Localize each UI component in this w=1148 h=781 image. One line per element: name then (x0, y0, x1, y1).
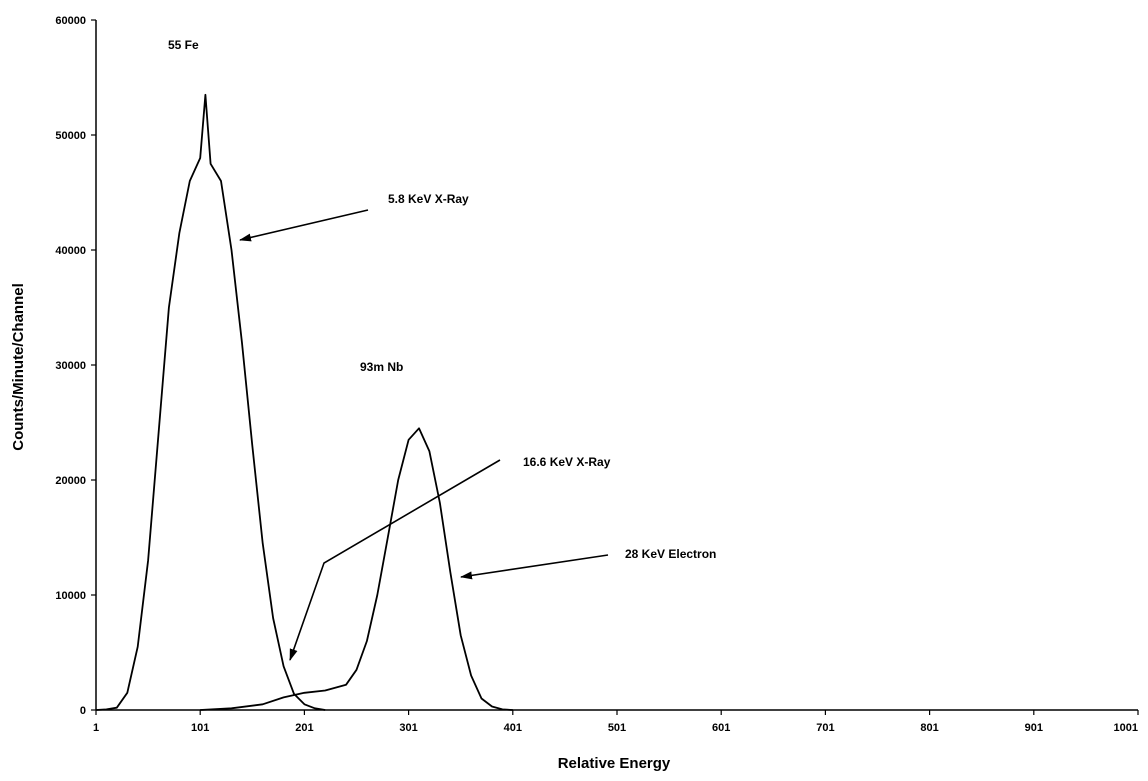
y-tick-label: 20000 (55, 475, 86, 487)
x-ticks: 1 101 201 301 401 501 601 701 801 901 1001 (93, 710, 1138, 734)
y-tick-label: 60000 (55, 15, 86, 27)
x-tick-label: 201 (295, 722, 313, 734)
x-tick-label: 101 (191, 722, 209, 734)
x-tick-label: 1 (93, 722, 99, 734)
x-tick-label: 901 (1025, 722, 1043, 734)
y-tick-label: 30000 (55, 360, 86, 372)
fe55-peak-line (96, 95, 325, 710)
x-tick-label: 701 (816, 722, 834, 734)
annotation-166kev-xray: 16.6 KeV X-Ray (523, 455, 611, 469)
x-tick-label: 801 (920, 722, 938, 734)
arrow-58kev (240, 210, 368, 240)
annotation-28kev-electron: 28 KeV Electron (625, 547, 716, 561)
y-ticks: 0 10000 20000 30000 40000 50000 60000 (55, 15, 96, 717)
annotation-nb93m: 93m Nb (360, 360, 403, 374)
nb93m-peak-line (200, 428, 513, 710)
annotation-fe55: 55 Fe (168, 38, 199, 52)
annotation-58kev-xray: 5.8 KeV X-Ray (388, 192, 469, 206)
y-tick-label: 0 (80, 705, 86, 717)
x-axis-title: Relative Energy (558, 755, 671, 772)
x-tick-label: 601 (712, 722, 730, 734)
x-tick-label: 401 (504, 722, 522, 734)
y-tick-label: 10000 (55, 590, 86, 602)
x-tick-label: 301 (399, 722, 417, 734)
annotations: 55 Fe 5.8 KeV X-Ray 93m Nb 16.6 KeV X-Ra… (168, 38, 716, 660)
arrow-28kev (461, 555, 608, 577)
axes (96, 20, 1138, 710)
arrow-166kev (290, 460, 500, 660)
y-axis-title: Counts/Minute/Channel (10, 283, 27, 451)
y-tick-label: 40000 (55, 245, 86, 257)
x-tick-label: 501 (608, 722, 626, 734)
y-tick-label: 50000 (55, 130, 86, 142)
x-tick-label: 1001 (1114, 722, 1138, 734)
